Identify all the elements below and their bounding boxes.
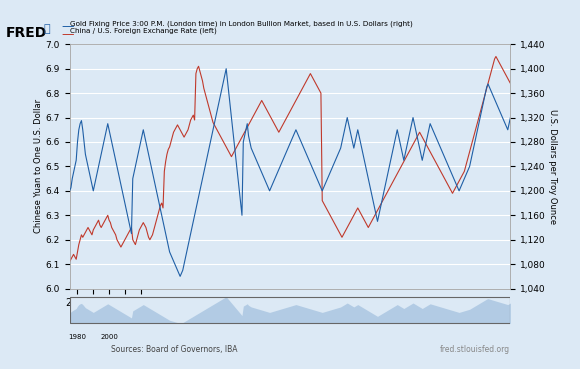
Text: —: — [61, 20, 74, 33]
Text: FRED: FRED [6, 26, 47, 40]
Y-axis label: Chinese Yuan to One U.S. Dollar: Chinese Yuan to One U.S. Dollar [34, 99, 43, 234]
Y-axis label: U.S. Dollars per Troy Ounce: U.S. Dollars per Troy Ounce [548, 109, 557, 224]
Text: Sources: Board of Governors, IBA: Sources: Board of Governors, IBA [111, 345, 237, 354]
Text: Gold Fixing Price 3:00 P.M. (London time) in London Bullion Market, based in U.S: Gold Fixing Price 3:00 P.M. (London time… [70, 20, 412, 27]
Text: —: — [61, 28, 74, 41]
Text: 〜: 〜 [44, 24, 50, 34]
Text: China / U.S. Foreign Exchange Rate (left): China / U.S. Foreign Exchange Rate (left… [70, 28, 216, 34]
Text: fred.stlouisfed.org: fred.stlouisfed.org [440, 345, 510, 354]
